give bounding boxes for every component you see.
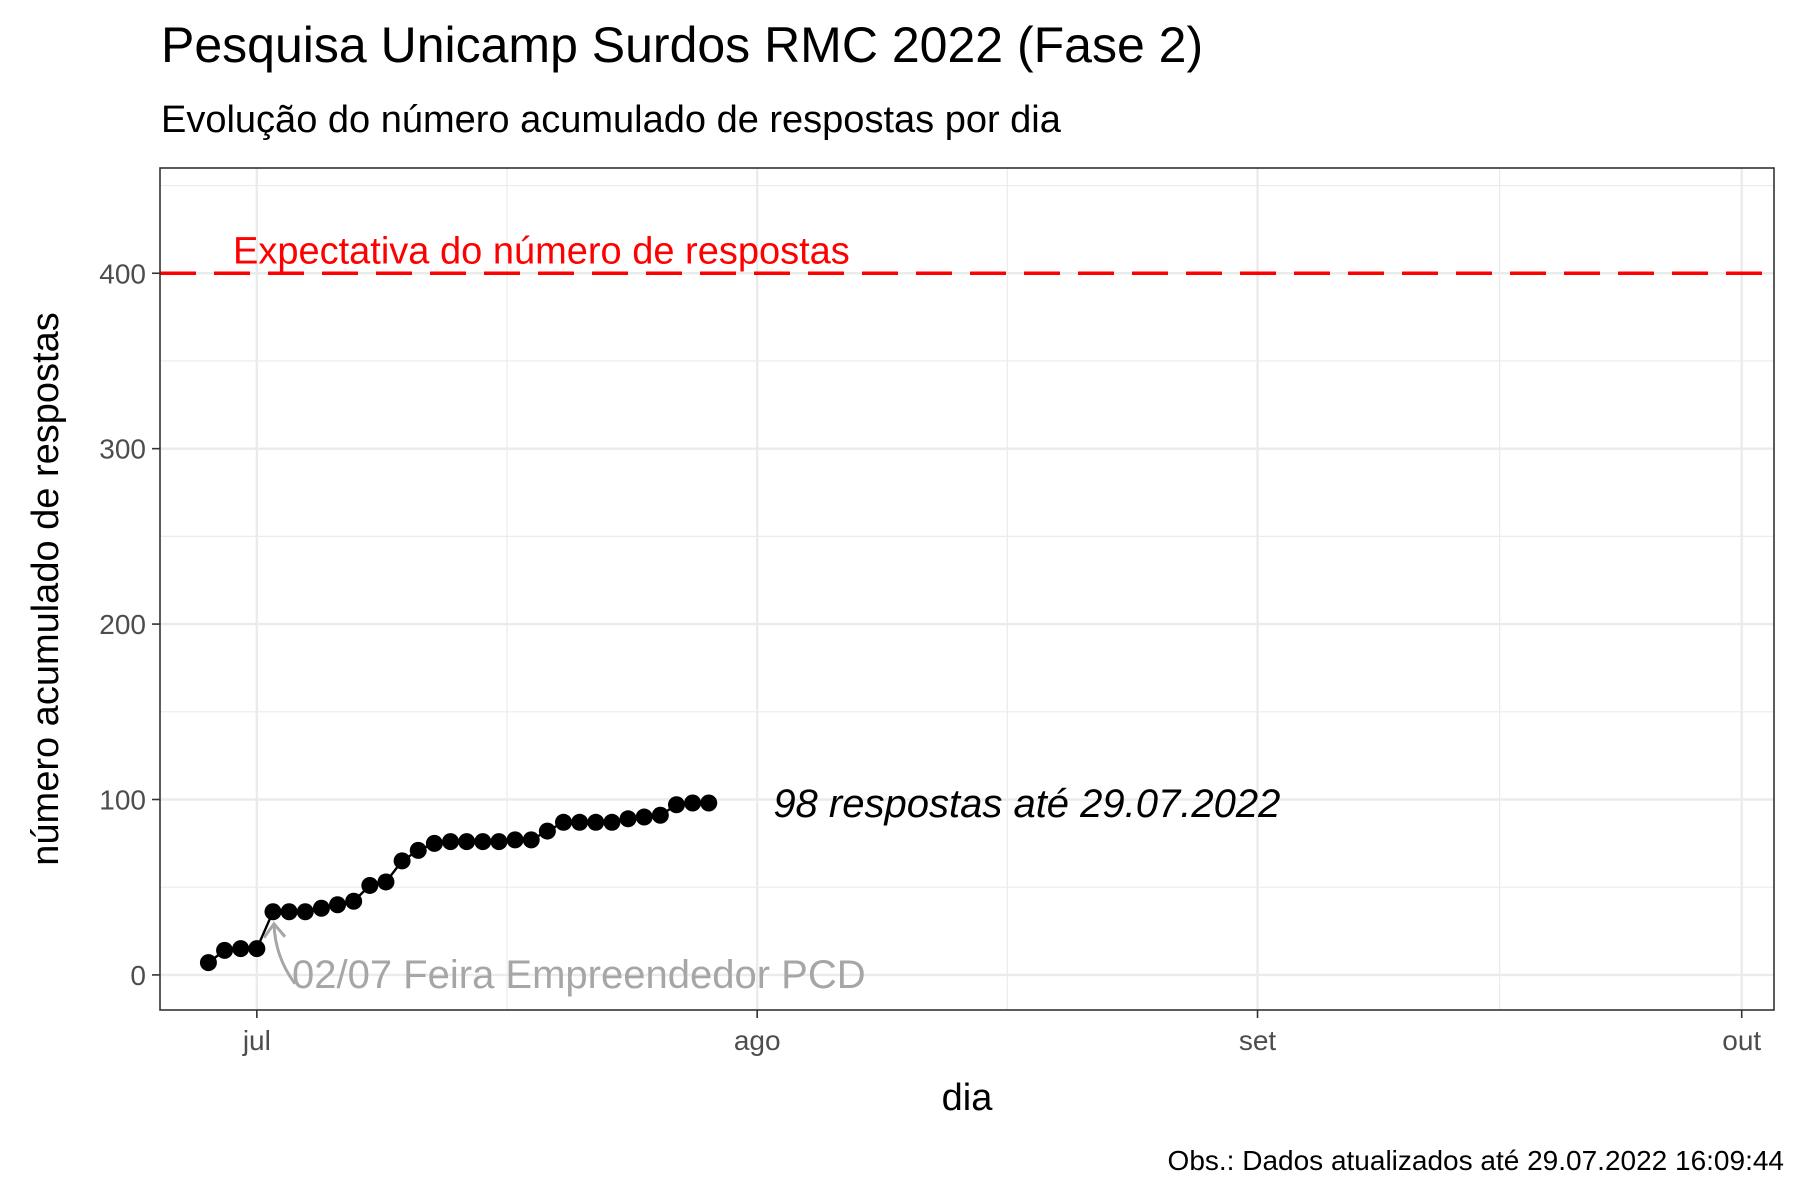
expectation-label: Expectativa do número de respostas [233, 230, 850, 272]
data-point [571, 813, 589, 831]
data-point [635, 808, 653, 826]
data-point [474, 833, 492, 851]
end-value-label: 98 respostas até 29.07.2022 [773, 782, 1280, 826]
axes: 0 100 200 300 400 jul ago set out [99, 258, 1761, 1056]
chart-subtitle: Evolução do número acumulado de resposta… [161, 99, 1062, 141]
annotations: 98 respostas até 29.07.2022 02/07 Feira E… [262, 782, 1280, 997]
data-point [458, 833, 476, 851]
y-tick-label: 400 [99, 258, 146, 289]
y-tick-label: 200 [99, 609, 146, 640]
data-point [409, 841, 427, 859]
x-tick-label: out [1722, 1025, 1761, 1056]
data-point [232, 940, 250, 958]
event-arrow [272, 923, 297, 985]
plot-border [159, 167, 1775, 1011]
data-point [538, 822, 556, 840]
data-point [377, 873, 395, 891]
y-tick-label: 100 [99, 785, 146, 816]
data-point [442, 833, 460, 851]
data-point [345, 892, 363, 910]
data-point [667, 796, 685, 814]
data-point [506, 831, 524, 849]
data-point [522, 831, 540, 849]
chart-title: Pesquisa Unicamp Surdos RMC 2022 (Fase 2… [161, 17, 1203, 73]
reference-line-group: Expectativa do número de respostas [160, 230, 1774, 275]
chart-caption: Obs.: Dados atualizados até 29.07.2022 1… [1168, 1145, 1784, 1176]
data-point [651, 806, 669, 824]
data-point [619, 810, 637, 828]
data-point [312, 899, 330, 917]
data-point [700, 794, 718, 812]
event-arrowhead [262, 921, 287, 939]
data-point [280, 903, 298, 921]
event-label: 02/07 Feira Empreendedor PCD [292, 953, 866, 997]
data-point [425, 834, 443, 852]
data-point [329, 896, 347, 914]
x-tick-label: set [1239, 1025, 1277, 1056]
y-axis-title: número acumulado de respostas [25, 312, 67, 865]
x-tick-label: jul [242, 1025, 271, 1056]
data-point [264, 903, 282, 921]
data-point [216, 941, 234, 959]
data-point [684, 794, 702, 812]
data-point [199, 954, 217, 972]
data-point [490, 833, 508, 851]
grid-lines [160, 168, 1774, 1010]
y-tick-label: 0 [130, 960, 146, 991]
data-point [393, 852, 411, 870]
x-axis-title: dia [942, 1077, 994, 1119]
data-point [361, 876, 379, 894]
y-tick-label: 300 [99, 434, 146, 465]
data-point [555, 813, 572, 831]
data-point [248, 940, 266, 958]
x-tick-label: ago [734, 1025, 781, 1056]
data-point [296, 903, 314, 921]
data-point [587, 813, 605, 831]
data-point [603, 813, 621, 831]
plot-panel [160, 168, 1774, 1010]
data-points [199, 794, 718, 972]
